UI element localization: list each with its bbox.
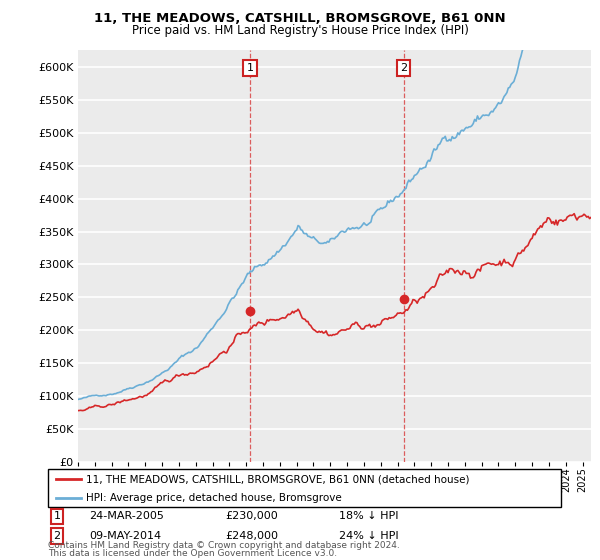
Text: 18% ↓ HPI: 18% ↓ HPI bbox=[339, 511, 398, 521]
Text: 11, THE MEADOWS, CATSHILL, BROMSGROVE, B61 0NN (detached house): 11, THE MEADOWS, CATSHILL, BROMSGROVE, B… bbox=[86, 474, 470, 484]
Text: 09-MAY-2014: 09-MAY-2014 bbox=[89, 531, 161, 541]
Text: This data is licensed under the Open Government Licence v3.0.: This data is licensed under the Open Gov… bbox=[48, 549, 337, 558]
Text: £230,000: £230,000 bbox=[225, 511, 278, 521]
Text: Price paid vs. HM Land Registry's House Price Index (HPI): Price paid vs. HM Land Registry's House … bbox=[131, 24, 469, 36]
Text: 24% ↓ HPI: 24% ↓ HPI bbox=[339, 531, 398, 541]
Text: 1: 1 bbox=[247, 63, 254, 73]
Text: 2: 2 bbox=[53, 531, 61, 541]
Text: 1: 1 bbox=[53, 511, 61, 521]
Text: £248,000: £248,000 bbox=[225, 531, 278, 541]
Text: 2: 2 bbox=[400, 63, 407, 73]
Text: 24-MAR-2005: 24-MAR-2005 bbox=[89, 511, 164, 521]
Text: 11, THE MEADOWS, CATSHILL, BROMSGROVE, B61 0NN: 11, THE MEADOWS, CATSHILL, BROMSGROVE, B… bbox=[94, 12, 506, 25]
Text: Contains HM Land Registry data © Crown copyright and database right 2024.: Contains HM Land Registry data © Crown c… bbox=[48, 541, 400, 550]
FancyBboxPatch shape bbox=[48, 469, 561, 507]
Text: HPI: Average price, detached house, Bromsgrove: HPI: Average price, detached house, Brom… bbox=[86, 493, 342, 503]
